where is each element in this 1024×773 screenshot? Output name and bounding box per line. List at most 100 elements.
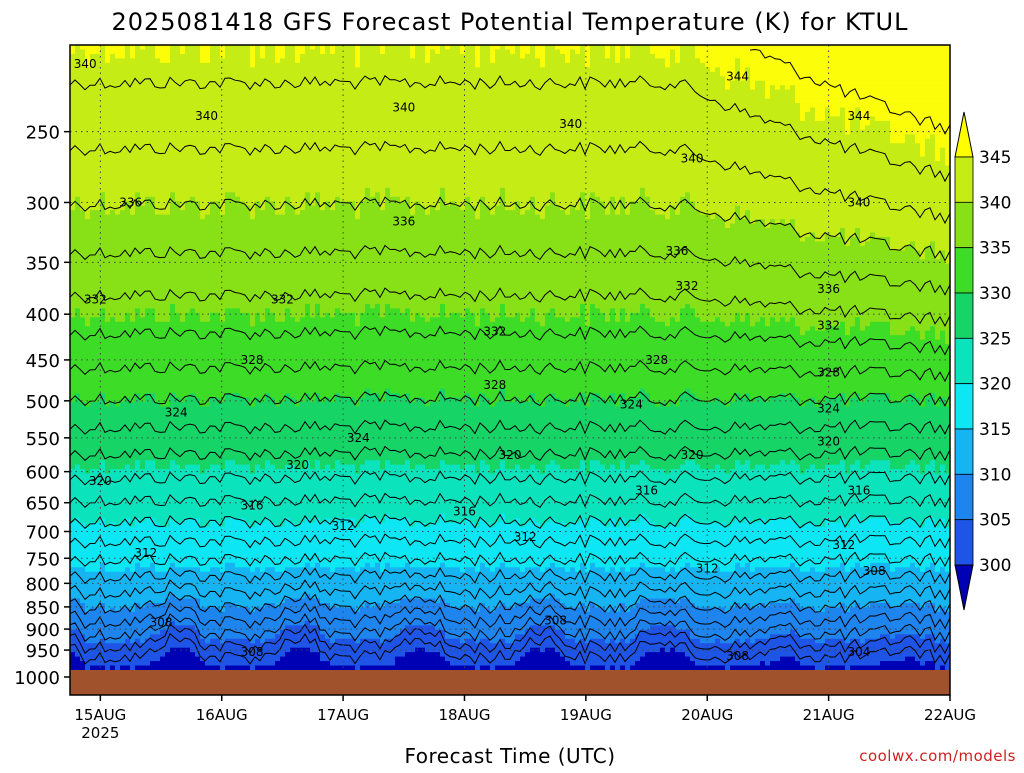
field-cell (205, 380, 211, 385)
field-cell (180, 340, 186, 345)
field-cell (235, 487, 241, 492)
field-cell (145, 375, 151, 380)
field-cell (120, 215, 126, 220)
field-cell (205, 599, 211, 604)
field-cell (75, 491, 81, 496)
field-cell (110, 233, 116, 238)
field-cell (160, 139, 166, 144)
field-cell (70, 116, 76, 121)
field-cell (75, 456, 81, 461)
field-cell (205, 224, 211, 229)
field-cell (110, 442, 116, 447)
field-cell (85, 282, 91, 287)
field-cell (140, 505, 146, 510)
field-cell (135, 447, 141, 452)
field-cell (205, 375, 211, 380)
field-cell (200, 125, 206, 130)
field-cell (130, 210, 136, 215)
field-cell (190, 125, 196, 130)
field-cell (135, 255, 141, 260)
field-cell (175, 241, 181, 246)
field-cell (120, 268, 126, 273)
field-cell (155, 237, 161, 242)
field-cell (240, 491, 246, 496)
field-cell (110, 616, 116, 621)
field-cell (215, 233, 221, 238)
field-cell (160, 179, 166, 184)
field-cell (70, 317, 76, 322)
field-cell (210, 483, 216, 488)
field-cell (195, 125, 201, 130)
field-cell (125, 483, 131, 488)
field-cell (200, 585, 206, 590)
field-cell (85, 277, 91, 282)
field-cell (240, 108, 246, 113)
field-cell (225, 308, 231, 313)
field-cell (85, 460, 91, 465)
field-cell (160, 121, 166, 126)
field-cell (90, 398, 96, 403)
field-cell (225, 518, 231, 523)
field-cell (115, 353, 121, 358)
field-cell (140, 523, 146, 528)
field-cell (225, 442, 231, 447)
field-cell (240, 639, 246, 644)
field-cell (125, 456, 131, 461)
field-cell (95, 505, 101, 510)
field-cell (190, 469, 196, 474)
field-cell (185, 282, 191, 287)
field-cell (210, 429, 216, 434)
field-cell (120, 99, 126, 104)
field-cell (115, 268, 121, 273)
field-cell (145, 179, 151, 184)
field-cell (70, 652, 76, 657)
field-cell (90, 277, 96, 282)
field-cell (170, 121, 176, 126)
field-cell (210, 424, 216, 429)
field-cell (125, 215, 131, 220)
field-cell (245, 166, 251, 171)
field-cell (195, 384, 201, 389)
field-cell (210, 585, 216, 590)
field-cell (75, 340, 81, 345)
field-cell (170, 661, 176, 666)
field-cell (160, 509, 166, 514)
field-cell (225, 451, 231, 456)
field-cell (70, 152, 76, 157)
field-cell (120, 58, 126, 63)
field-cell (225, 398, 231, 403)
field-cell (185, 139, 191, 144)
field-cell (210, 94, 216, 99)
field-cell (120, 45, 126, 50)
field-cell (245, 49, 251, 54)
field-cell (70, 616, 76, 621)
field-cell (125, 612, 131, 617)
field-cell (180, 99, 186, 104)
field-cell (70, 250, 76, 255)
field-cell (155, 424, 161, 429)
field-cell (75, 134, 81, 139)
field-cell (150, 594, 156, 599)
field-cell (155, 143, 161, 148)
field-cell (155, 228, 161, 233)
field-cell (145, 483, 151, 488)
field-cell (170, 206, 176, 211)
field-cell (160, 594, 166, 599)
field-cell (75, 237, 81, 242)
field-cell (180, 420, 186, 425)
field-cell (190, 219, 196, 224)
field-cell (145, 487, 151, 492)
field-cell (145, 389, 151, 394)
field-cell (190, 576, 196, 581)
field-cell (105, 282, 111, 287)
field-cell (190, 344, 196, 349)
field-cell (150, 317, 156, 322)
field-cell (180, 161, 186, 166)
field-cell (80, 554, 86, 559)
field-cell (135, 340, 141, 345)
field-cell (240, 268, 246, 273)
field-cell (180, 509, 186, 514)
field-cell (220, 116, 226, 121)
field-cell (140, 45, 146, 50)
field-cell (135, 317, 141, 322)
